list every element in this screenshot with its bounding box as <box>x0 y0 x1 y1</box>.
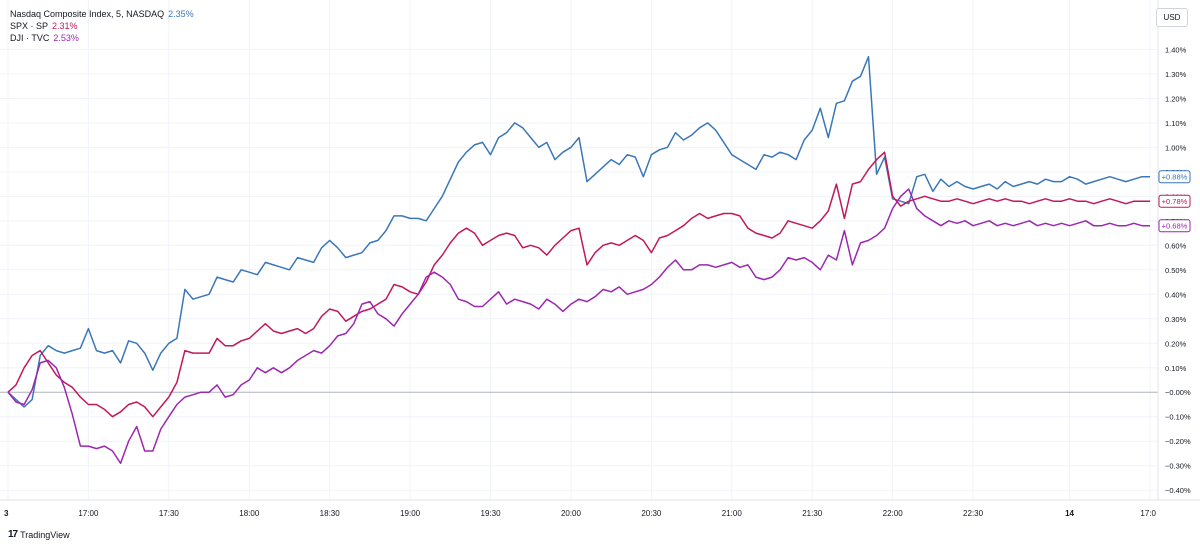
x-tick-label: 18:30 <box>320 509 341 518</box>
legend-item-spx[interactable]: SPX · SP 2.31% <box>10 20 194 32</box>
x-tick-label: 20:30 <box>641 509 662 518</box>
legend-label: Nasdaq Composite Index, 5, NASDAQ <box>10 9 165 19</box>
last-value-box <box>1158 170 1191 184</box>
last-value-box <box>1158 219 1191 233</box>
brand-label: TradingView <box>20 529 70 540</box>
legend-item-dji[interactable]: DJI · TVC 2.53% <box>10 32 194 44</box>
y-tick-label: 0.40% <box>1165 290 1187 299</box>
x-tick-label: 21:00 <box>722 509 743 518</box>
y-tick-label: 0.10% <box>1165 364 1187 373</box>
x-tick-label: 17:0 <box>1140 509 1156 518</box>
x-tick-label: 21:30 <box>802 509 823 518</box>
y-tick-label: 1.40% <box>1165 45 1187 54</box>
last-value-text: +0.78% <box>1162 197 1188 206</box>
x-tick-label: 18:00 <box>239 509 260 518</box>
x-tick-label: 14 <box>1065 509 1074 518</box>
series-layer <box>7 55 1150 465</box>
y-tick-label: −0.10% <box>1165 413 1191 422</box>
x-tick-label: 20:00 <box>561 509 582 518</box>
legend: Nasdaq Composite Index, 5, NASDAQ 2.35% S… <box>10 8 194 44</box>
legend-label: DJI · TVC <box>10 33 50 43</box>
last-value-text: +0.88% <box>1162 173 1188 182</box>
y-tick-label: 1.30% <box>1165 70 1187 79</box>
y-tick-label: −0.00% <box>1165 388 1191 397</box>
legend-value: 2.35% <box>168 9 194 19</box>
x-tick-label: 19:30 <box>481 509 502 518</box>
y-tick-label: 0.20% <box>1165 339 1187 348</box>
y-tick-label: 0.30% <box>1165 315 1187 324</box>
x-tick-label: 17:00 <box>78 509 99 518</box>
x-tick-label: 22:30 <box>963 509 984 518</box>
grid-layer <box>0 0 1158 500</box>
legend-value: 2.31% <box>52 21 78 31</box>
x-tick-label: 3 <box>4 509 9 518</box>
currency-button[interactable]: USD <box>1156 8 1188 27</box>
price-axis: 1.40%1.30%1.20%1.10%1.00%0.90%0.80%0.70%… <box>1165 45 1191 495</box>
last-value-label-0: +0.88% <box>1158 170 1191 184</box>
legend-item-nasdaq[interactable]: Nasdaq Composite Index, 5, NASDAQ 2.35% <box>10 8 194 20</box>
y-tick-label: −0.30% <box>1165 462 1191 471</box>
last-value-label-2: +0.68% <box>1158 219 1191 233</box>
series-line-2[interactable] <box>7 188 1150 465</box>
legend-value: 2.53% <box>53 33 79 43</box>
x-tick-label: 22:00 <box>883 509 904 518</box>
last-value-box <box>1158 194 1191 208</box>
legend-label: SPX · SP <box>10 21 49 31</box>
y-tick-label: −0.40% <box>1165 486 1191 495</box>
series-line-0[interactable] <box>7 55 1150 408</box>
brand[interactable]: 17 TradingView <box>8 529 70 540</box>
x-tick-label: 19:00 <box>400 509 421 518</box>
last-value-labels: +0.88% +0.78% +0.68% <box>1158 170 1191 233</box>
last-value-label-1: +0.78% <box>1158 194 1191 208</box>
last-value-text: +0.68% <box>1162 222 1188 231</box>
x-tick-label: 17:30 <box>159 509 180 518</box>
y-tick-label: 0.60% <box>1165 241 1187 250</box>
time-axis: 3 17:00 17:30 18:00 18:30 19:00 19:30 20:00 20:3… <box>4 509 1157 518</box>
series-line-1[interactable] <box>7 151 1150 418</box>
y-tick-label: 1.20% <box>1165 94 1187 103</box>
y-tick-label: 1.00% <box>1165 143 1187 152</box>
y-tick-label: 0.50% <box>1165 266 1187 275</box>
y-tick-label: −0.20% <box>1165 437 1191 446</box>
y-tick-label: 1.10% <box>1165 119 1187 128</box>
tradingview-logo-icon: 17 <box>8 529 18 540</box>
